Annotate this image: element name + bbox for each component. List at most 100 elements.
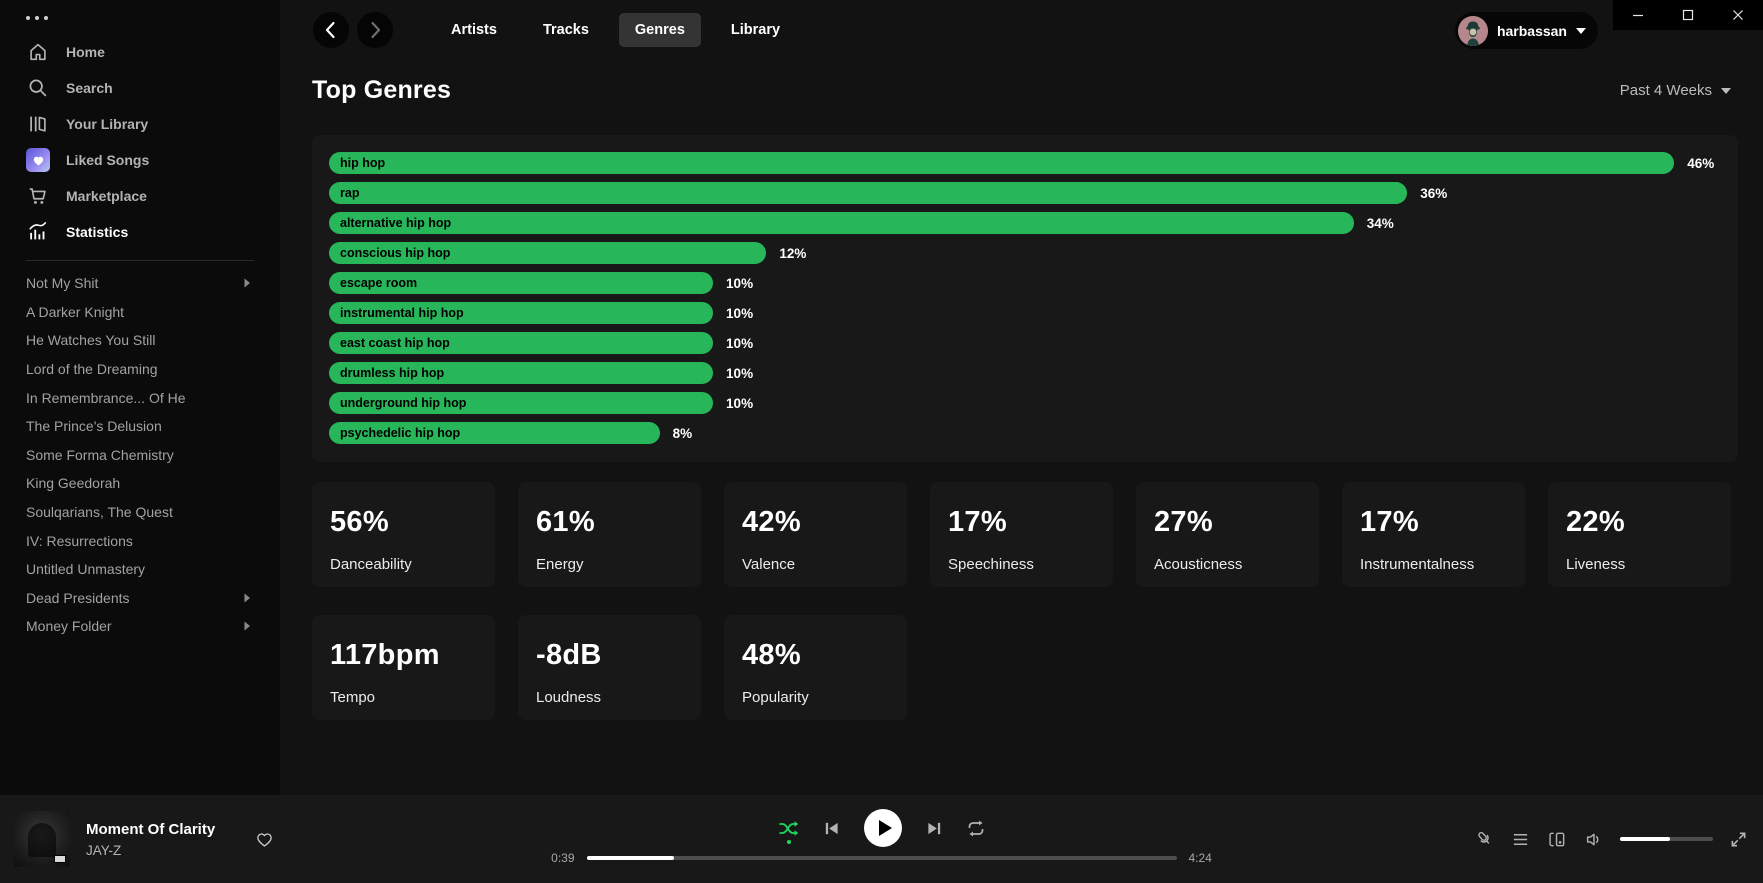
genre-label: hip hop — [340, 156, 386, 170]
play-button[interactable] — [864, 809, 902, 847]
library-icon — [26, 112, 50, 136]
shuffle-button[interactable] — [778, 820, 799, 844]
close-button[interactable] — [1713, 0, 1763, 30]
next-button[interactable] — [926, 820, 943, 837]
parental-advisory-label — [54, 855, 66, 863]
genre-bar[interactable]: psychedelic hip hop — [329, 422, 660, 444]
skip-back-icon — [825, 822, 838, 834]
genre-label: instrumental hip hop — [340, 306, 464, 320]
audio-feature-cards: 56% Danceability 61% Energy 42% Valence 17% Spe… — [312, 482, 1731, 720]
tab-library[interactable]: Library — [715, 13, 796, 47]
playlist-item[interactable]: Dead Presidents — [0, 584, 280, 613]
genre-bar[interactable]: instrumental hip hop — [329, 302, 714, 324]
genre-percent: 46% — [1687, 155, 1715, 171]
track-title[interactable]: Moment Of Clarity — [86, 820, 216, 838]
genre-label: alternative hip hop — [340, 216, 452, 230]
player-bar: Moment Of Clarity JAY-Z — [0, 795, 1763, 883]
playlist-item[interactable]: Not My Shit — [0, 269, 280, 298]
stat-label: Instrumentalness — [1360, 556, 1475, 573]
stat-value: 61% — [536, 506, 595, 538]
progress-bar[interactable] — [586, 856, 1177, 860]
forward-button[interactable] — [357, 12, 393, 48]
now-playing: Moment Of Clarity JAY-Z — [14, 795, 274, 883]
tab-tracks[interactable]: Tracks — [527, 13, 605, 47]
playlist-list: Not My Shit A Darker Knight He Watches You… — [0, 269, 280, 641]
genre-bar-row: east coast hip hop 10% — [329, 332, 1721, 354]
track-info: Moment Of Clarity JAY-Z — [86, 821, 215, 858]
genre-bar-row: alternative hip hop 34% — [329, 212, 1721, 234]
stat-card-danceability: 56% Danceability — [312, 482, 495, 587]
repeat-button[interactable] — [967, 820, 985, 837]
album-art[interactable] — [14, 811, 70, 867]
playlist-item[interactable]: Money Folder — [0, 612, 280, 641]
previous-button[interactable] — [823, 820, 840, 837]
volume-button[interactable] — [1584, 830, 1603, 849]
connect-device-button[interactable] — [1547, 830, 1567, 849]
back-button[interactable] — [313, 12, 349, 48]
repeat-icon — [968, 820, 984, 836]
sidebar-item-marketplace[interactable]: Marketplace — [0, 178, 280, 214]
genre-label: conscious hip hop — [340, 246, 451, 260]
sidebar-item-statistics[interactable]: Statistics — [0, 214, 280, 250]
playlist-item[interactable]: Untitled Unmastery — [0, 555, 280, 584]
playlist-item[interactable]: Lord of the Dreaming — [0, 355, 280, 384]
genre-bar[interactable]: rap — [329, 182, 1408, 204]
playlist-item[interactable]: In Remembrance... Of He — [0, 383, 280, 412]
tab-genres[interactable]: Genres — [618, 13, 701, 47]
playlist-item[interactable]: He Watches You Still — [0, 326, 280, 355]
tab-artists[interactable]: Artists — [435, 13, 513, 47]
playlist-item[interactable]: Soulqarians, The Quest — [0, 498, 280, 527]
time-range-dropdown[interactable]: Past 4 Weeks — [1620, 82, 1731, 99]
stats-tabs: Artists Tracks Genres Library — [435, 13, 796, 47]
genre-chart-panel: hip hop 46% rap 36% alternative hip hop 34% co… — [312, 135, 1738, 462]
playlist-item[interactable]: King Geedorah — [0, 469, 280, 498]
track-artist[interactable]: JAY-Z — [86, 842, 122, 858]
stat-label: Tempo — [330, 689, 376, 706]
sidebar-item-liked-songs[interactable]: Liked Songs — [0, 142, 280, 178]
dot — [26, 16, 30, 20]
playlist-item[interactable]: A Darker Knight — [0, 298, 280, 327]
playlist-name: Money Folder — [26, 618, 112, 635]
playlist-name: Not My Shit — [26, 275, 99, 292]
genre-bar[interactable]: alternative hip hop — [329, 212, 1354, 234]
sidebar-item-home[interactable]: Home — [0, 34, 280, 70]
app-menu-icon[interactable] — [26, 16, 280, 20]
elapsed-time: 0:39 — [551, 851, 575, 865]
genre-bar[interactable]: escape room — [329, 272, 714, 294]
genre-percent: 36% — [1420, 185, 1448, 201]
avatar — [1457, 15, 1488, 46]
stat-value: 56% — [330, 506, 389, 538]
genre-bar[interactable]: underground hip hop — [329, 392, 714, 414]
genre-percent: 10% — [726, 335, 754, 351]
volume-slider[interactable] — [1620, 837, 1713, 841]
playlist-item[interactable]: Some Forma Chemistry — [0, 441, 280, 470]
genre-bar-row: hip hop 46% — [329, 152, 1721, 174]
playlist-name: Untitled Unmastery — [26, 561, 146, 578]
genre-bar-row: psychedelic hip hop 8% — [329, 422, 1721, 444]
stat-value: 42% — [742, 506, 801, 538]
queue-button[interactable] — [1511, 830, 1530, 849]
page-title: Top Genres — [312, 76, 452, 104]
genre-bar[interactable]: conscious hip hop — [329, 242, 767, 264]
home-icon — [26, 40, 50, 64]
shuffle-icon — [779, 820, 799, 836]
stat-card-liveness: 22% Liveness — [1548, 482, 1731, 587]
minimize-button[interactable] — [1613, 0, 1663, 30]
sidebar-item-search[interactable]: Search — [0, 70, 280, 106]
liked-songs-icon — [26, 148, 50, 172]
genre-bar[interactable]: drumless hip hop — [329, 362, 714, 384]
playlist-name: The Prince's Delusion — [26, 418, 162, 435]
maximize-button[interactable] — [1663, 0, 1713, 30]
lyrics-button[interactable] — [1475, 830, 1494, 849]
playlist-item[interactable]: IV: Resurrections — [0, 526, 280, 555]
like-button[interactable] — [255, 830, 274, 849]
genre-bar[interactable]: hip hop — [329, 152, 1675, 174]
user-menu[interactable]: harbassan — [1454, 12, 1598, 49]
playlist-name: IV: Resurrections — [26, 532, 133, 549]
genre-bar[interactable]: east coast hip hop — [329, 332, 714, 354]
fullscreen-button[interactable] — [1730, 831, 1747, 848]
sidebar-item-your-library[interactable]: Your Library — [0, 106, 280, 142]
playlist-item[interactable]: The Prince's Delusion — [0, 412, 280, 441]
device-icon — [1549, 832, 1565, 846]
stat-label: Acousticness — [1154, 556, 1243, 573]
